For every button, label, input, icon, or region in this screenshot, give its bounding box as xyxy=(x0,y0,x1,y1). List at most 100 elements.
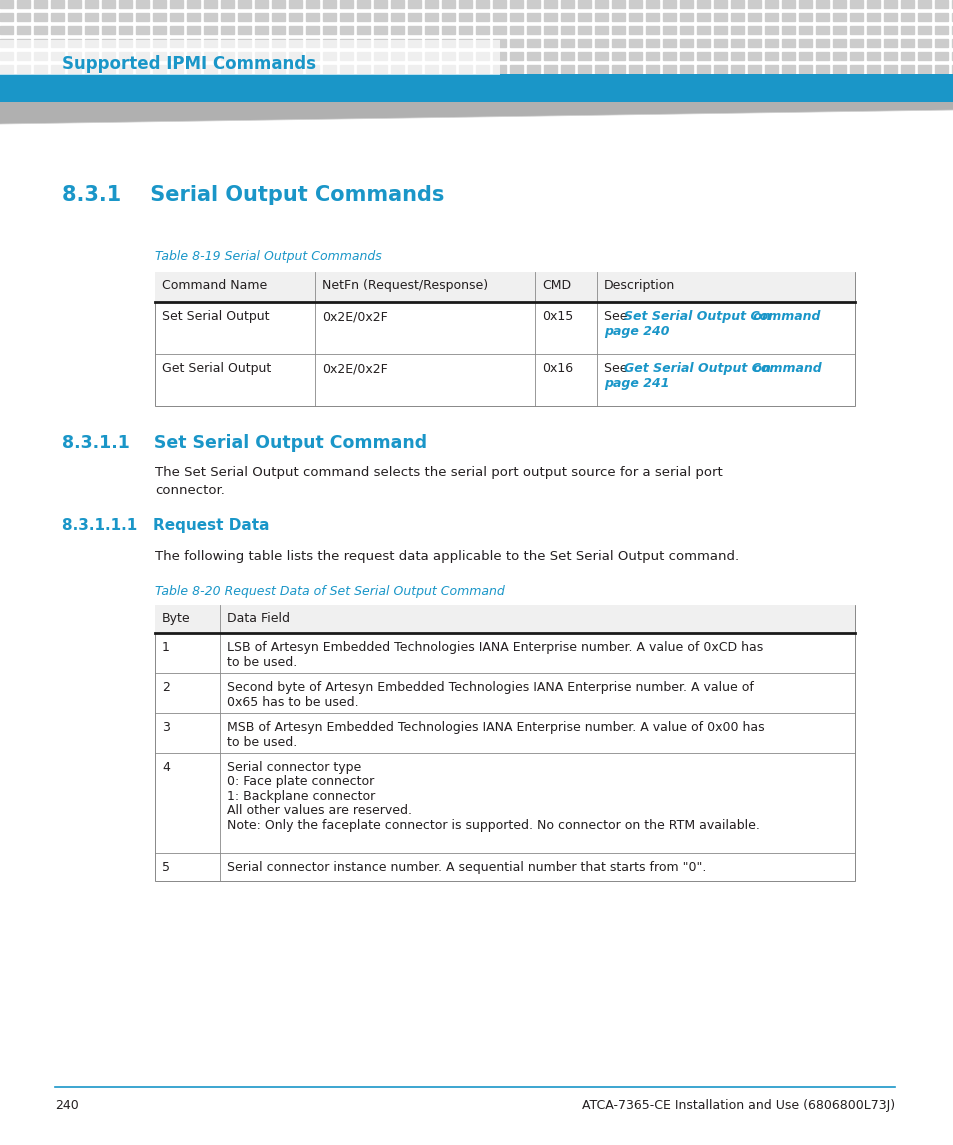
Bar xyxy=(510,39,522,47)
Text: Table 8-19 Serial Output Commands: Table 8-19 Serial Output Commands xyxy=(154,250,381,263)
Bar xyxy=(170,65,183,73)
Bar xyxy=(68,52,81,60)
Bar xyxy=(900,13,913,21)
Bar xyxy=(595,39,607,47)
Bar xyxy=(204,26,216,34)
Bar xyxy=(170,26,183,34)
Bar xyxy=(187,13,200,21)
Bar xyxy=(560,0,574,8)
Bar xyxy=(0,65,13,73)
Bar xyxy=(85,13,98,21)
Bar xyxy=(526,13,539,21)
Bar xyxy=(34,13,47,21)
Bar xyxy=(204,0,216,8)
Text: Byte: Byte xyxy=(162,611,191,625)
Bar xyxy=(356,13,370,21)
Bar xyxy=(883,52,896,60)
Bar xyxy=(17,52,30,60)
Bar xyxy=(154,273,854,406)
Bar xyxy=(510,65,522,73)
Bar xyxy=(849,0,862,8)
Bar xyxy=(136,52,149,60)
Text: on: on xyxy=(749,310,770,323)
Bar xyxy=(102,13,115,21)
Bar xyxy=(374,52,387,60)
Bar xyxy=(713,65,726,73)
Bar xyxy=(152,52,166,60)
Bar xyxy=(391,13,403,21)
Bar xyxy=(237,65,251,73)
Bar xyxy=(815,0,828,8)
Bar xyxy=(0,0,13,8)
Bar xyxy=(543,52,557,60)
Bar xyxy=(85,0,98,8)
Bar xyxy=(883,0,896,8)
Bar xyxy=(408,39,420,47)
Bar xyxy=(17,0,30,8)
Text: 1: Backplane connector: 1: Backplane connector xyxy=(227,790,375,803)
Bar xyxy=(68,13,81,21)
Text: 8.3.1.1.1   Request Data: 8.3.1.1.1 Request Data xyxy=(62,518,269,534)
Bar xyxy=(408,26,420,34)
Bar xyxy=(119,65,132,73)
Bar xyxy=(476,26,489,34)
Bar xyxy=(832,65,845,73)
Bar xyxy=(102,0,115,8)
Bar xyxy=(34,26,47,34)
Bar xyxy=(799,26,811,34)
Bar xyxy=(458,26,472,34)
Text: Table 8-20 Request Data of Set Serial Output Command: Table 8-20 Request Data of Set Serial Ou… xyxy=(154,585,504,598)
Bar xyxy=(272,52,285,60)
Bar xyxy=(747,39,760,47)
Bar xyxy=(679,52,692,60)
Bar xyxy=(697,13,709,21)
Bar xyxy=(306,13,318,21)
Bar xyxy=(781,65,794,73)
Bar xyxy=(68,39,81,47)
Bar xyxy=(170,13,183,21)
Bar xyxy=(612,0,624,8)
Bar xyxy=(883,65,896,73)
Bar xyxy=(237,39,251,47)
Bar xyxy=(560,13,574,21)
Bar xyxy=(747,65,760,73)
Bar xyxy=(815,65,828,73)
Bar xyxy=(543,26,557,34)
Bar xyxy=(612,13,624,21)
Bar xyxy=(0,52,13,60)
Bar xyxy=(543,65,557,73)
Bar xyxy=(917,52,930,60)
Text: Command Name: Command Name xyxy=(162,279,267,292)
Bar xyxy=(526,52,539,60)
Text: to be used.: to be used. xyxy=(227,655,297,669)
Bar xyxy=(764,0,778,8)
Bar xyxy=(237,26,251,34)
Bar xyxy=(595,26,607,34)
Text: Second byte of Artesyn Embedded Technologies IANA Enterprise number. A value of: Second byte of Artesyn Embedded Technolo… xyxy=(227,681,753,694)
Bar xyxy=(0,40,499,76)
Bar xyxy=(254,0,268,8)
Bar xyxy=(832,13,845,21)
Bar xyxy=(645,26,659,34)
Text: The Set Serial Output command selects the serial port output source for a serial: The Set Serial Output command selects th… xyxy=(154,466,722,479)
Bar xyxy=(17,13,30,21)
Bar xyxy=(424,65,437,73)
Bar xyxy=(221,13,233,21)
Bar xyxy=(356,52,370,60)
Bar xyxy=(476,39,489,47)
Bar xyxy=(662,52,676,60)
Bar xyxy=(306,26,318,34)
Bar xyxy=(645,52,659,60)
Bar xyxy=(900,65,913,73)
Bar xyxy=(34,39,47,47)
Bar xyxy=(832,52,845,60)
Bar xyxy=(730,39,743,47)
Bar xyxy=(68,65,81,73)
Bar xyxy=(883,39,896,47)
Bar xyxy=(560,39,574,47)
Bar xyxy=(917,13,930,21)
Polygon shape xyxy=(0,102,953,124)
Bar xyxy=(170,39,183,47)
Bar xyxy=(339,13,353,21)
Bar xyxy=(154,605,854,633)
